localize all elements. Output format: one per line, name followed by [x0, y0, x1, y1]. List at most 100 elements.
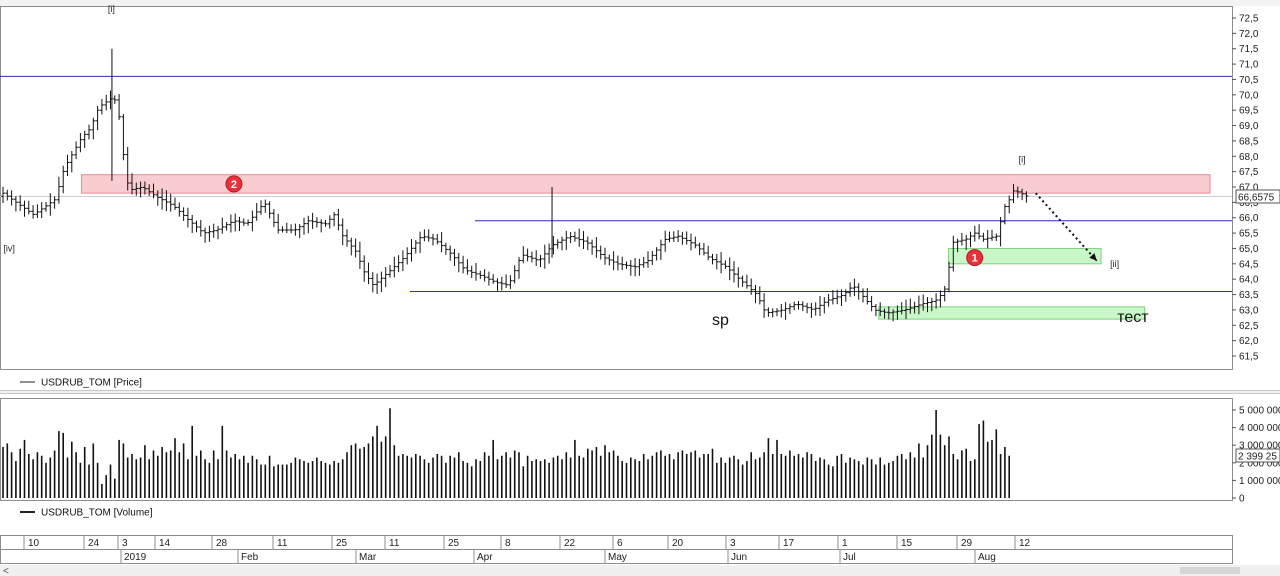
month-tick-label: May — [608, 552, 627, 563]
price-bar — [744, 274, 749, 289]
price-bar — [435, 234, 440, 245]
price-bar — [237, 216, 242, 231]
price-bar — [572, 231, 577, 242]
price-tick-label: 71,0 — [1239, 60, 1259, 71]
price-bar — [882, 308, 887, 319]
price-tick-label: 71,5 — [1239, 44, 1259, 55]
price-bar — [783, 302, 788, 320]
price-bar — [332, 212, 337, 227]
month-tick-label: Jun — [731, 552, 747, 563]
price-bar — [198, 220, 203, 237]
price-bar — [465, 259, 470, 275]
price-bar — [203, 227, 208, 243]
price-bar — [899, 302, 904, 315]
date-tick-label: 1 — [842, 538, 848, 549]
price-bar — [340, 218, 345, 246]
price-bar — [65, 154, 70, 177]
horizontal-scrollbar[interactable]: < — [0, 565, 1280, 576]
price-bar — [362, 255, 367, 282]
price-tick-label: 62,5 — [1239, 321, 1259, 332]
price-bar — [796, 301, 801, 310]
price-bar — [706, 245, 711, 261]
price-bar — [142, 181, 147, 195]
price-bar — [779, 303, 784, 318]
price-bar — [749, 278, 754, 295]
price-pane: [i][iv][i][ii] sp тест 21 72,572,071,571,… — [0, 4, 1280, 389]
price-bar — [99, 98, 104, 115]
price-bar — [267, 201, 272, 219]
price-bar — [598, 245, 603, 260]
date-tick-label: 10 — [28, 538, 40, 549]
date-tick-label: 25 — [336, 538, 348, 549]
volume-axis: 5 000 000 4 000 000 3 000 000 2 000 000 1 00… — [1232, 406, 1280, 505]
price-bar — [542, 244, 547, 269]
price-bar — [314, 217, 319, 228]
last-volume-value: 2 399 25 — [1238, 452, 1277, 463]
price-bar — [873, 304, 878, 317]
date-tick-label: 29 — [961, 538, 973, 549]
price-bar — [168, 193, 173, 212]
volume-tick-label: 1 000 000 — [1239, 476, 1280, 487]
price-bar — [912, 301, 917, 314]
price-bar — [658, 239, 663, 260]
price-tick-label: 65,0 — [1239, 244, 1259, 255]
price-bar — [357, 241, 362, 269]
month-tick-label: Jul — [843, 552, 856, 563]
forecast-arrow — [1034, 192, 1098, 262]
date-tick-label: 6 — [617, 538, 623, 549]
price-bar — [624, 261, 629, 269]
price-zones — [80, 174, 1211, 320]
price-bar — [82, 130, 87, 149]
price-bar — [787, 303, 792, 314]
price-bar — [104, 94, 109, 111]
price-bar — [861, 288, 865, 303]
price-bar — [409, 239, 414, 262]
price-bar — [607, 254, 612, 266]
price-bar — [18, 195, 23, 211]
price-bar — [714, 253, 719, 270]
date-tick-label: 3 — [730, 538, 736, 549]
price-bar — [1, 186, 5, 203]
price-bar — [766, 307, 771, 317]
price-bar — [916, 295, 921, 315]
price-bar — [628, 260, 633, 276]
price-bar — [770, 308, 775, 318]
price-bar — [697, 242, 702, 256]
price-bar — [521, 246, 526, 264]
month-tick-label: Feb — [241, 552, 259, 563]
price-bar — [959, 232, 964, 246]
date-tick-label: 22 — [564, 538, 576, 549]
price-bar — [719, 252, 724, 274]
volume-pane: 5 000 000 4 000 000 3 000 000 2 000 000 1 00… — [0, 398, 1280, 519]
price-bar — [216, 225, 220, 240]
price-bar — [155, 190, 160, 206]
wave-label: [iv] — [3, 243, 15, 253]
price-bar — [310, 212, 315, 229]
price-bar — [594, 237, 599, 258]
price-bar — [35, 204, 40, 219]
price-bar — [805, 302, 810, 314]
scroll-thumb[interactable] — [1180, 567, 1240, 574]
price-bar — [271, 209, 276, 228]
price-bar — [452, 248, 457, 266]
price-bar — [843, 289, 848, 302]
date-tick-label: 24 — [88, 538, 100, 549]
price-bar — [878, 302, 883, 317]
price-bar — [947, 261, 951, 293]
price-bar — [121, 113, 126, 161]
price-bar — [422, 229, 427, 242]
price-bar — [800, 301, 805, 312]
price-bar — [929, 297, 934, 312]
price-bar — [241, 218, 246, 226]
price-bar — [701, 242, 706, 256]
volume-tick-label: 3 000 000 — [1239, 441, 1280, 452]
price-bar — [388, 264, 392, 278]
price-bar — [925, 297, 930, 313]
price-bar — [293, 223, 298, 236]
price-bar — [297, 224, 302, 238]
price-bar — [512, 265, 517, 284]
volume-tick-label: 4 000 000 — [1239, 423, 1280, 434]
scroll-left-icon[interactable]: < — [3, 566, 9, 576]
price-bar — [22, 200, 27, 217]
price-tick-label: 64,0 — [1239, 275, 1259, 286]
